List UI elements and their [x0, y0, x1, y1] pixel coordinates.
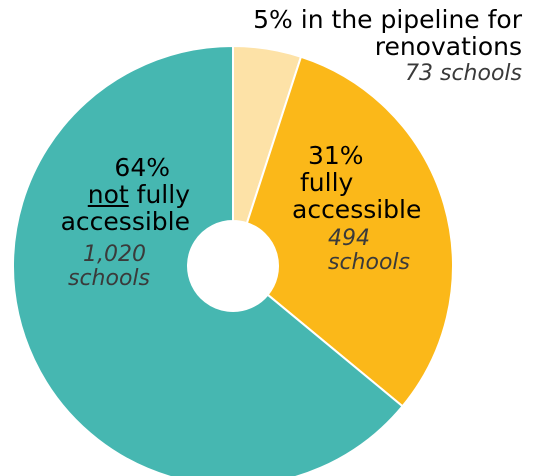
label-not-accessible-pct: 64%	[114, 153, 170, 182]
label-not-accessible-count-1: 1,020	[83, 242, 146, 267]
label-not-accessible-count-2: schools	[68, 265, 150, 291]
label-pipeline-pct: 5%	[253, 5, 293, 34]
label-pipeline-count: 73 schools	[405, 61, 522, 86]
label-not-accessible: 64% not fully accessible 1,020 schools	[40, 154, 190, 291]
label-pipeline: 5% in the pipeline for renovations 73 sc…	[192, 6, 522, 86]
label-accessible-count-1: 494	[328, 226, 370, 251]
label-not-accessible-line-2: accessible	[60, 207, 190, 236]
label-not-accessible-fully: fully	[128, 180, 190, 209]
label-accessible-line-2: accessible	[292, 195, 422, 224]
slice-not-fully-accessible	[12, 44, 404, 476]
label-pipeline-text-1: in the pipeline for	[300, 5, 522, 34]
label-pipeline-text-2: renovations	[374, 32, 522, 61]
label-pipeline-line-1: 5% in the pipeline for	[192, 6, 522, 33]
label-not-accessible-line-1: not fully	[40, 181, 190, 208]
label-accessible-count-2: schools	[328, 249, 410, 275]
label-accessible-line-1: fully	[300, 168, 354, 197]
donut-slices	[12, 44, 454, 476]
label-accessible-pct: 31%	[308, 141, 364, 170]
label-accessible: 31% fully accessible 494 schools	[292, 142, 432, 275]
label-not-accessible-not: not	[87, 180, 129, 209]
